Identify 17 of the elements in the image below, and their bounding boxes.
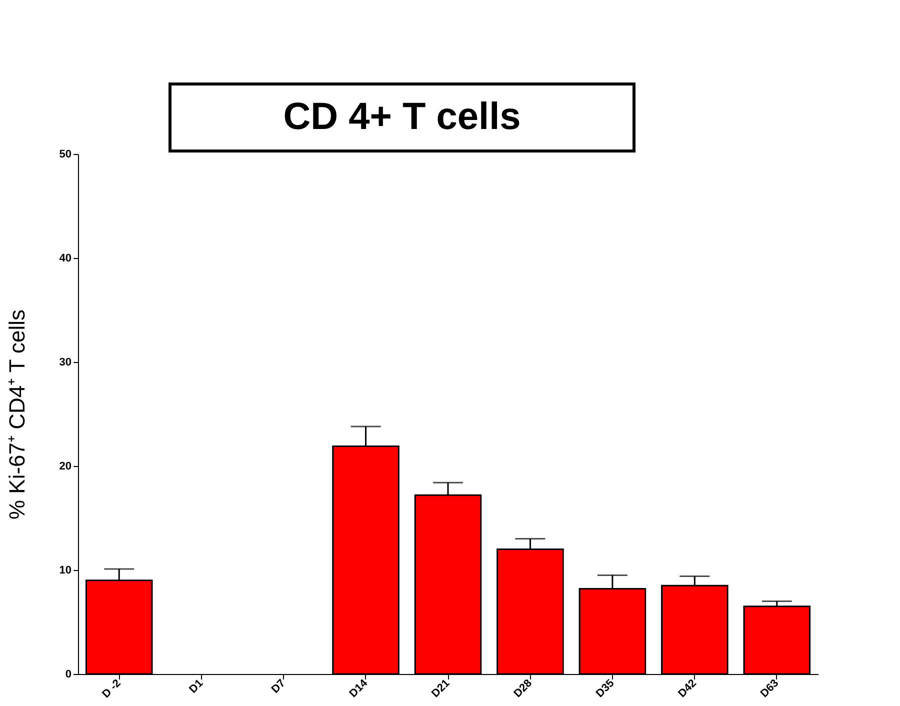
x-tick-label: D14	[347, 676, 371, 700]
y-tick-label: 30	[59, 356, 72, 368]
y-tick-label: 0	[65, 668, 72, 680]
x-tick-label: D42	[676, 677, 699, 700]
y-tick-label: 50	[59, 148, 72, 160]
y-tick-label: 40	[59, 252, 72, 264]
x-tick-label: D1	[187, 677, 206, 696]
x-tick-label: D7	[269, 677, 288, 696]
x-tick-label: D35	[594, 677, 617, 700]
y-tick-label: 10	[59, 564, 72, 576]
x-tick-label: D63	[758, 677, 782, 700]
x-tick-label: D21	[429, 677, 452, 700]
x-tick-label: D -2	[100, 677, 124, 700]
y-axis-title: % Ki-67⁺ CD4⁺ T cells	[4, 309, 30, 520]
y-tick-label: 20	[59, 460, 72, 472]
x-tick-label: D28	[512, 677, 534, 700]
chart-title: CD 4+ T cells	[283, 96, 521, 138]
